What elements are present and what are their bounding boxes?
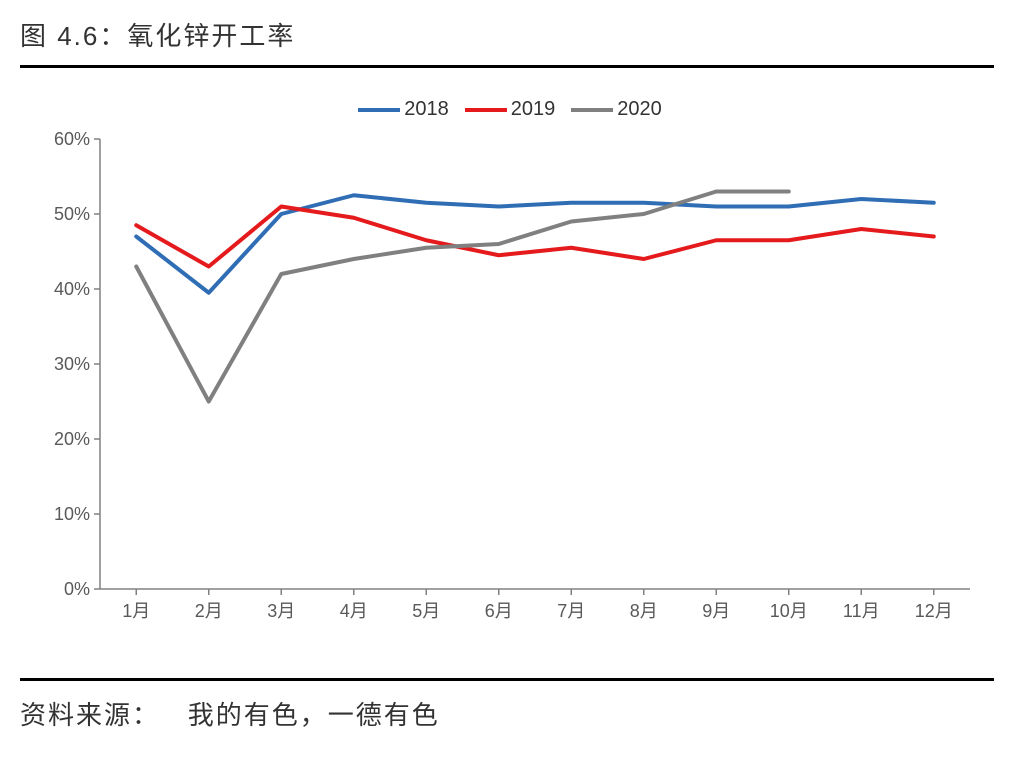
svg-text:40%: 40% [54,279,90,299]
svg-text:5月: 5月 [412,601,440,621]
legend-label-2020: 2020 [617,98,662,121]
svg-text:10月: 10月 [770,601,808,621]
svg-text:20%: 20% [54,429,90,449]
svg-text:0%: 0% [64,579,90,599]
legend-label-2019: 2019 [511,98,556,121]
svg-text:50%: 50% [54,204,90,224]
svg-text:7月: 7月 [557,601,585,621]
legend-item-2020: 2020 [571,98,662,121]
line-chart: 0% 10% 20% 30% 40% 50% 60% 1月 2月 3月 4月 5月 6月 7月 8月 9月 10… [30,129,990,639]
chart-title: 图 4.6：氧化锌开工率 [20,10,994,65]
svg-text:6月: 6月 [485,601,513,621]
legend-label-2018: 2018 [404,98,449,121]
svg-text:1月: 1月 [122,601,150,621]
source-label: 资料来源： [20,700,160,730]
legend-item-2019: 2019 [465,98,556,121]
legend-swatch-2018 [358,108,400,112]
svg-text:8月: 8月 [630,601,658,621]
svg-text:11月: 11月 [843,601,880,621]
divider-top [20,65,994,68]
svg-text:4月: 4月 [340,601,368,621]
svg-text:12月: 12月 [915,601,953,621]
chart-container: 2018 2019 2020 0% 10% 20% 30% 40% 50% 60% 1月 2月 3… [30,98,990,658]
svg-text:2月: 2月 [195,601,223,621]
svg-text:10%: 10% [54,504,90,524]
legend: 2018 2019 2020 [30,98,990,121]
source-value: 我的有色，一德有色 [188,700,440,730]
svg-text:30%: 30% [54,354,90,374]
svg-text:9月: 9月 [702,601,730,621]
legend-swatch-2019 [465,108,507,112]
legend-item-2018: 2018 [358,98,449,121]
svg-text:3月: 3月 [267,601,295,621]
legend-swatch-2020 [571,108,613,112]
source-line: 资料来源： 我的有色，一德有色 [20,681,994,732]
svg-text:60%: 60% [54,129,90,149]
